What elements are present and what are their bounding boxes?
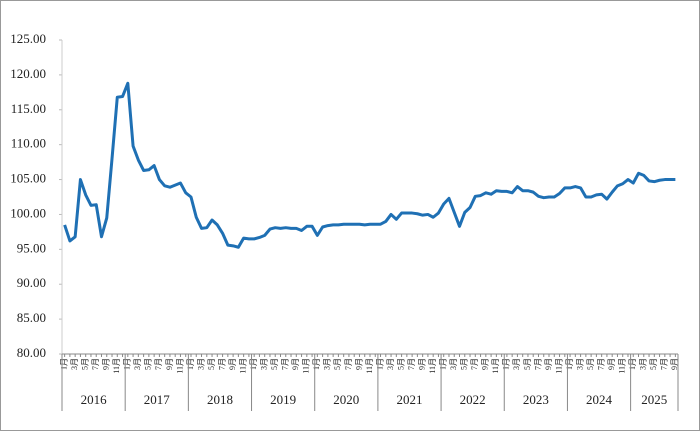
x-tick-label: 1月 (249, 358, 258, 370)
year-label: 2023 (523, 392, 549, 407)
x-tick-label: 11月 (428, 358, 437, 374)
year-label: 2022 (460, 392, 486, 407)
y-tick-label: 80.00 (17, 345, 46, 360)
x-tick-label: 9月 (417, 358, 426, 370)
x-tick-label: 1月 (312, 358, 321, 370)
year-label: 2024 (586, 392, 613, 407)
x-tick-label: 3月 (575, 358, 584, 370)
x-tick-label: 11月 (365, 358, 374, 374)
x-tick-label: 7月 (596, 358, 605, 370)
x-tick-label: 9月 (607, 358, 616, 370)
x-tick-label: 3月 (323, 358, 332, 370)
x-tick-label: 5月 (649, 358, 658, 370)
x-tick-label: 9月 (481, 358, 490, 370)
year-label: 2021 (396, 392, 422, 407)
x-tick-label: 7月 (407, 358, 416, 370)
x-tick-label: 5月 (586, 358, 595, 370)
x-tick-label: 5月 (144, 358, 153, 370)
x-tick-label: 11月 (175, 358, 184, 374)
x-tick-label: 9月 (291, 358, 300, 370)
x-tick-label: 1月 (123, 358, 132, 370)
x-tick-label: 9月 (354, 358, 363, 370)
x-tick-label: 1月 (59, 358, 68, 370)
year-label: 2016 (81, 392, 108, 407)
x-tick-label: 7月 (533, 358, 542, 370)
x-tick-label: 1月 (375, 358, 384, 370)
line-series (63, 81, 676, 249)
x-tick-label: 7月 (91, 358, 100, 370)
x-tick-label: 11月 (618, 358, 627, 374)
x-tick-label: 9月 (102, 358, 111, 370)
x-tick-label: 5月 (333, 358, 342, 370)
year-label: 2018 (207, 392, 233, 407)
x-tick-label: 7月 (154, 358, 163, 370)
x-tick-label: 11月 (491, 358, 500, 374)
y-tick-label: 120.00 (10, 66, 46, 81)
x-tick-label: 3月 (386, 358, 395, 370)
x-tick-label: 1月 (186, 358, 195, 370)
y-tick-label: 95.00 (17, 240, 46, 255)
x-tick-label: 7月 (217, 358, 226, 370)
y-tick-label: 125.00 (10, 31, 46, 46)
year-label: 2017 (144, 392, 171, 407)
x-tick-label: 3月 (133, 358, 142, 370)
x-tick-label: 5月 (523, 358, 532, 370)
x-tick-label: 9月 (670, 358, 679, 370)
x-tick-label: 3月 (449, 358, 458, 370)
y-tick-label: 110.00 (11, 136, 46, 151)
x-tick-label: 7月 (660, 358, 669, 370)
x-tick-label: 9月 (544, 358, 553, 370)
x-tick-label: 11月 (112, 358, 121, 374)
x-tick-label: 9月 (165, 358, 174, 370)
y-tick-label: 90.00 (17, 275, 46, 290)
x-tick-label: 5月 (207, 358, 216, 370)
x-tick-label: 1月 (565, 358, 574, 370)
year-label: 2019 (270, 392, 296, 407)
x-tick-label: 1月 (628, 358, 637, 370)
y-tick-label: 100.00 (10, 205, 46, 220)
x-tick-label: 5月 (270, 358, 279, 370)
y-tick-label: 85.00 (17, 310, 46, 325)
x-tick-label: 11月 (554, 358, 563, 374)
x-tick-label: 11月 (238, 358, 247, 374)
x-tick-label: 5月 (460, 358, 469, 370)
year-label: 2025 (641, 392, 667, 407)
y-tick-label: 105.00 (10, 171, 46, 186)
x-tick-label: 3月 (70, 358, 79, 370)
x-tick-label: 11月 (302, 358, 311, 374)
x-tick-label: 3月 (512, 358, 521, 370)
x-tick-label: 7月 (470, 358, 479, 370)
x-tick-label: 7月 (281, 358, 290, 370)
y-tick-label: 115.00 (11, 101, 46, 116)
x-tick-label: 3月 (196, 358, 205, 370)
x-tick-label: 3月 (260, 358, 269, 370)
x-tick-label: 5月 (396, 358, 405, 370)
x-tick-label: 1月 (439, 358, 448, 370)
x-tick-label: 7月 (344, 358, 353, 370)
year-label: 2020 (333, 392, 359, 407)
x-tick-label: 9月 (228, 358, 237, 370)
x-tick-label: 1月 (502, 358, 511, 370)
x-tick-label: 5月 (81, 358, 90, 370)
x-tick-label: 3月 (639, 358, 648, 370)
